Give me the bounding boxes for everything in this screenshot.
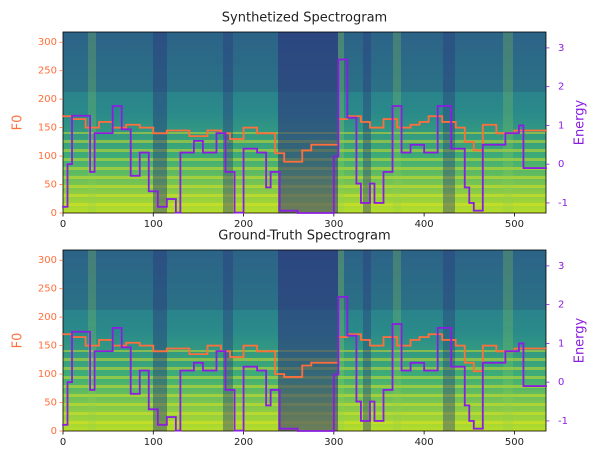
chart-title: Synthetized Spectrogram [222, 11, 387, 26]
spectrogram [63, 32, 546, 213]
y-tick-label: 0 [51, 208, 57, 219]
y2-tick-label: 0 [558, 377, 564, 388]
y2-tick-label: -1 [558, 416, 568, 427]
y-axis-label: F0 [11, 333, 26, 349]
x-tick-label: 300 [324, 437, 343, 448]
y-tick-label: 250 [38, 284, 57, 295]
x-tick-label: 500 [505, 437, 524, 448]
y-tick-label: 300 [38, 255, 57, 266]
x-tick-label: 100 [144, 219, 163, 230]
x-tick-label: 400 [415, 437, 434, 448]
y-tick-label: 50 [44, 180, 57, 191]
y-tick-label: 0 [51, 426, 57, 437]
x-tick-label: 300 [324, 219, 343, 230]
spectrogram [63, 250, 546, 431]
x-tick-label: 200 [234, 219, 253, 230]
x-tick-label: 200 [234, 437, 253, 448]
y-tick-label: 300 [38, 37, 57, 48]
y-tick-label: 50 [44, 398, 57, 409]
y-axis-label: F0 [11, 115, 26, 131]
y2-tick-label: 1 [558, 338, 564, 349]
x-tick-label: 0 [60, 219, 66, 230]
y-tick-label: 200 [38, 94, 57, 105]
y-tick-label: 100 [38, 369, 57, 380]
y-tick-label: 250 [38, 66, 57, 77]
y2-tick-label: 2 [558, 82, 564, 93]
x-tick-label: 0 [60, 437, 66, 448]
y2-tick-label: 1 [558, 120, 564, 131]
y-tick-label: 150 [38, 341, 57, 352]
y2-tick-label: 0 [558, 159, 564, 170]
y2-tick-label: 2 [558, 300, 564, 311]
y2-tick-label: 3 [558, 43, 564, 54]
y-tick-label: 200 [38, 312, 57, 323]
y-tick-label: 150 [38, 123, 57, 134]
y-tick-label: 100 [38, 151, 57, 162]
chart-title: Ground-Truth Spectrogram [218, 229, 390, 244]
x-tick-label: 100 [144, 437, 163, 448]
y2-tick-label: 3 [558, 261, 564, 272]
x-tick-label: 500 [505, 219, 524, 230]
y2-axis-label: Energy [573, 317, 588, 363]
y2-axis-label: Energy [573, 99, 588, 145]
x-tick-label: 400 [415, 219, 434, 230]
y2-tick-label: -1 [558, 198, 568, 209]
